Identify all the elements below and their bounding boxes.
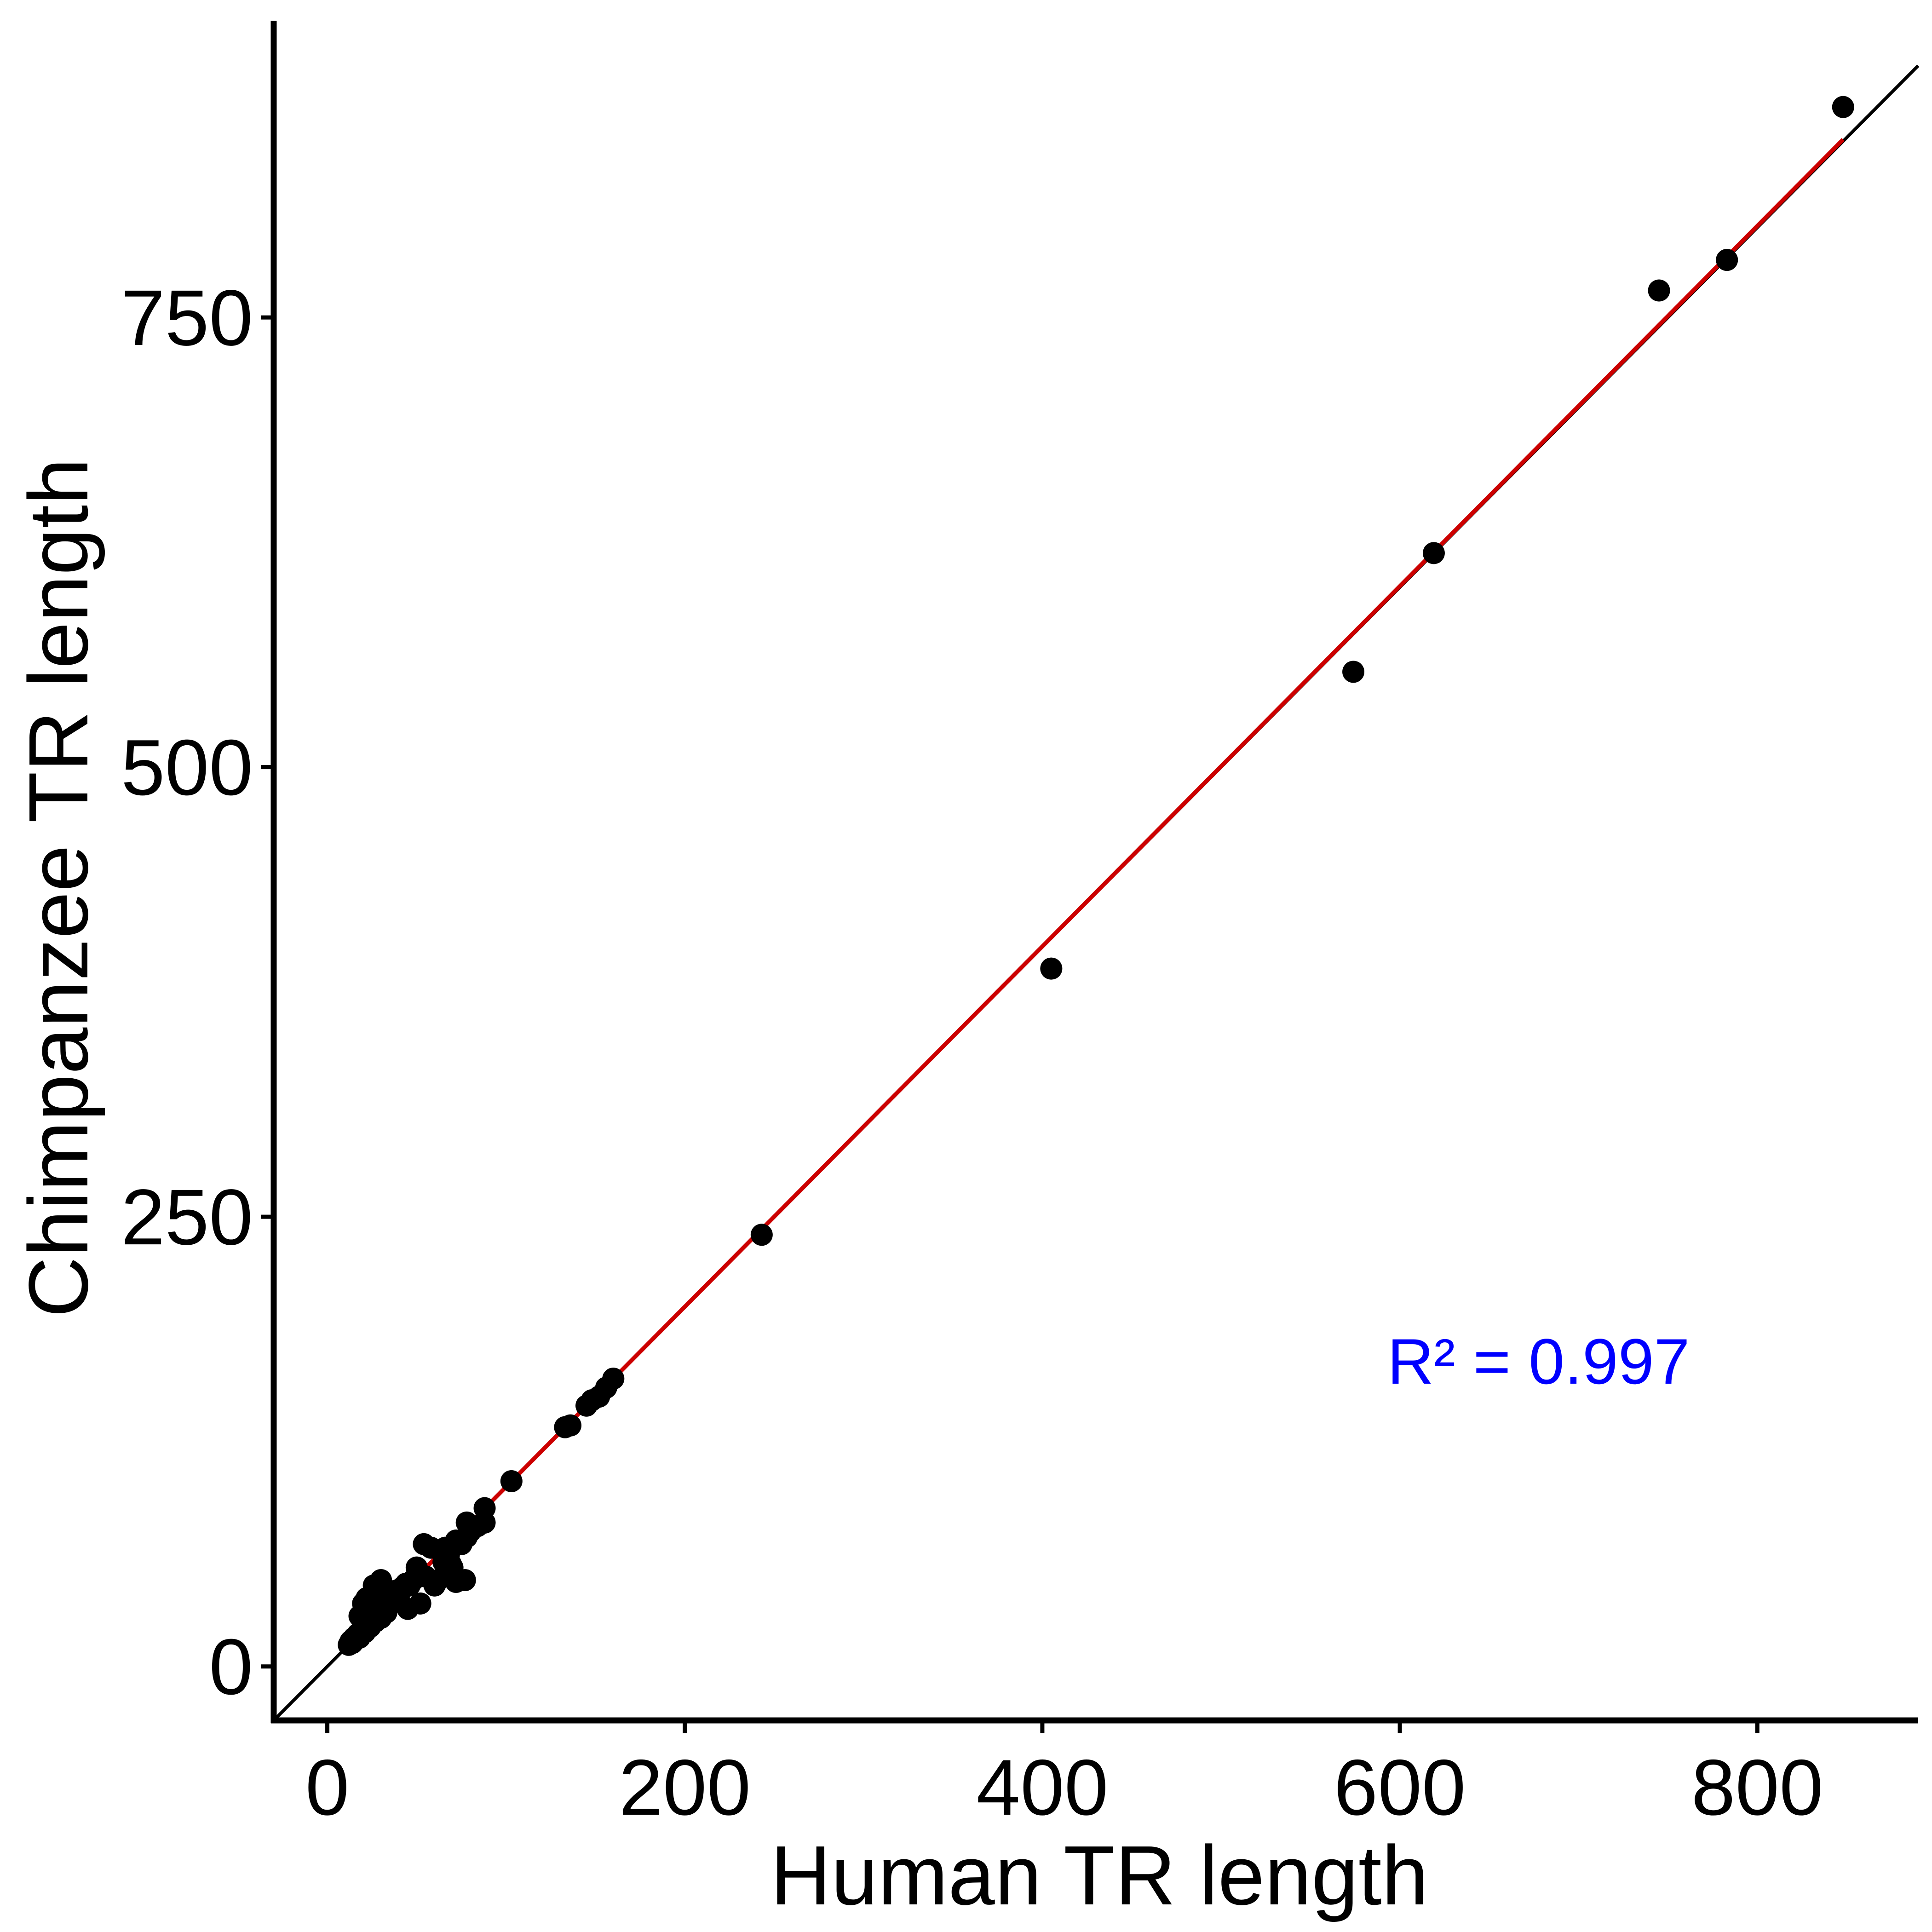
r-squared-annotation: R² = 0.997 — [1387, 1325, 1690, 1397]
data-point — [1422, 542, 1445, 564]
line-layer — [274, 64, 1920, 1722]
data-point — [348, 1605, 371, 1627]
data-point — [1832, 96, 1854, 118]
data-point — [439, 1552, 462, 1575]
data-point — [559, 1414, 582, 1437]
data-point — [455, 1511, 478, 1534]
x-tick-label: 400 — [976, 1743, 1108, 1832]
data-point — [750, 1224, 773, 1246]
y-tick-label: 500 — [121, 724, 253, 812]
x-tick-label: 600 — [1334, 1743, 1466, 1832]
data-points — [338, 96, 1854, 1656]
x-axis-ticks: 0 200 400 600 800 — [305, 1720, 1823, 1832]
data-point — [473, 1497, 496, 1519]
data-point — [1040, 957, 1063, 980]
data-point — [500, 1470, 523, 1492]
y-tick-label: 750 — [121, 274, 253, 362]
data-point — [1342, 661, 1365, 683]
y-axis-title: Chimpanzee TR length — [11, 458, 105, 1317]
data-point — [1716, 249, 1738, 271]
data-point — [441, 1535, 464, 1557]
x-tick-label: 0 — [305, 1743, 350, 1832]
data-point — [362, 1574, 385, 1597]
x-tick-label: 200 — [619, 1743, 751, 1832]
y-tick-label: 250 — [121, 1173, 253, 1261]
x-axis-title: Human TR length — [770, 1828, 1429, 1922]
data-point — [409, 1592, 431, 1615]
axes — [270, 21, 1918, 1724]
y-axis-ticks: 0 250 500 750 — [121, 274, 274, 1711]
data-point — [602, 1368, 625, 1390]
x-tick-label: 800 — [1691, 1743, 1823, 1832]
data-point — [427, 1569, 449, 1592]
y-tick-label: 0 — [209, 1623, 253, 1711]
data-point — [1648, 279, 1670, 302]
data-point — [454, 1569, 476, 1592]
